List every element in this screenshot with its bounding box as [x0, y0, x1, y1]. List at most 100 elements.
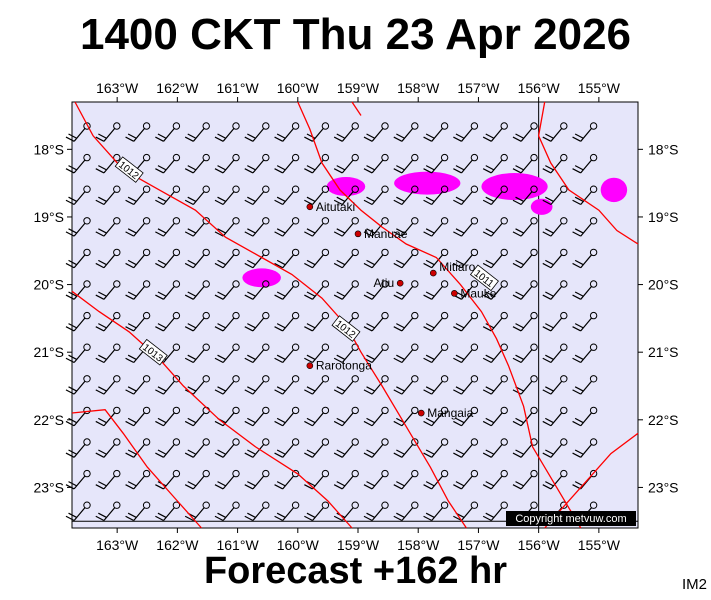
- barb-feather: [393, 389, 403, 395]
- wind-barb: [184, 153, 210, 174]
- barb-feather: [482, 389, 492, 395]
- barb-shaft: [490, 191, 503, 205]
- barb-shaft: [371, 159, 384, 174]
- barb-feather: [512, 262, 522, 269]
- barb-shaft: [461, 317, 473, 332]
- barb-shaft: [133, 412, 146, 427]
- barb-shaft: [520, 127, 533, 142]
- barb-station: [232, 153, 240, 162]
- barb-station: [530, 438, 538, 446]
- barb-station: [321, 153, 330, 162]
- barb-station: [500, 501, 508, 509]
- barb-feather: [217, 512, 226, 518]
- barb-shaft: [580, 317, 593, 332]
- barb-feather: [515, 165, 524, 171]
- wind-barb: [244, 217, 270, 237]
- barb-station: [202, 280, 210, 288]
- barb-shaft: [312, 317, 324, 332]
- barb-shaft: [282, 222, 295, 237]
- barb-shaft: [163, 254, 175, 269]
- wind-barb: [274, 248, 300, 269]
- barb-feather: [363, 294, 373, 300]
- barb-feather: [127, 386, 137, 392]
- barb-station: [232, 248, 240, 257]
- barb-feather: [515, 417, 524, 424]
- barb-feather: [425, 386, 435, 392]
- barb-shaft: [192, 380, 205, 395]
- barb-station: [113, 375, 121, 383]
- place-dot: [429, 269, 437, 277]
- barb-feather: [366, 228, 375, 234]
- barb-shaft: [431, 349, 444, 363]
- barb-feather: [247, 259, 256, 266]
- barb-shaft: [431, 507, 444, 521]
- barb-feather: [274, 231, 284, 237]
- barb-station: [500, 375, 508, 383]
- barb-feather: [423, 294, 433, 300]
- place-dot: [306, 362, 314, 370]
- barb-feather: [127, 259, 137, 266]
- barb-shaft: [252, 349, 265, 363]
- isobar-line: [351, 101, 362, 116]
- barb-feather: [304, 231, 313, 237]
- barb-shaft: [222, 254, 235, 269]
- barb-shaft: [73, 507, 86, 521]
- barb-shaft: [371, 285, 384, 300]
- wind-barb: [304, 469, 330, 490]
- barb-station: [470, 217, 479, 225]
- isobar-label-box: [114, 156, 144, 183]
- barb-feather: [572, 294, 582, 300]
- barb-shaft: [73, 159, 86, 174]
- barb-station: [172, 343, 181, 351]
- wind-barb: [512, 438, 538, 458]
- barb-feather: [482, 420, 492, 427]
- barb-shaft: [401, 317, 414, 332]
- barb-shaft: [401, 191, 414, 205]
- barb-station: [500, 343, 508, 351]
- barb-feather: [274, 389, 284, 395]
- barb-feather: [545, 196, 554, 202]
- barb-shaft: [192, 159, 205, 174]
- barb-station: [530, 153, 538, 162]
- barb-station: [411, 185, 419, 193]
- barb-shaft: [103, 443, 116, 458]
- barb-feather: [572, 231, 582, 237]
- barb-shaft: [282, 254, 295, 269]
- barb-shaft: [520, 159, 533, 174]
- barb-shaft: [550, 254, 563, 269]
- wind-barb: [363, 469, 389, 490]
- barb-feather: [65, 484, 75, 490]
- barb-feather: [423, 420, 433, 427]
- wind-barb: [542, 122, 568, 142]
- barb-feather: [127, 417, 137, 424]
- wind-barb: [333, 248, 359, 269]
- barb-feather: [65, 452, 75, 458]
- barb-feather: [157, 133, 167, 139]
- barb-feather: [333, 199, 343, 206]
- barb-feather: [482, 484, 492, 490]
- wind-barb: [184, 438, 210, 458]
- wind-barb: [244, 185, 270, 206]
- barb-feather: [304, 515, 313, 522]
- barb-feather: [68, 165, 77, 171]
- barb-shaft: [192, 191, 205, 205]
- barb-feather: [545, 133, 554, 139]
- barb-feather: [157, 291, 167, 297]
- barb-feather: [184, 231, 194, 237]
- barb-feather: [65, 357, 75, 364]
- barb-feather: [306, 165, 316, 171]
- barb-shaft: [222, 285, 235, 300]
- barb-feather: [393, 262, 403, 269]
- barb-feather: [396, 196, 405, 202]
- barb-feather: [333, 484, 343, 490]
- barb-station: [381, 122, 389, 130]
- lon-label-top: 156°W: [518, 80, 561, 96]
- barb-feather: [184, 357, 194, 364]
- barb-feather: [512, 231, 522, 237]
- barb-shaft: [341, 349, 354, 363]
- barb-feather: [542, 168, 552, 174]
- barb-feather: [515, 449, 524, 455]
- barb-station: [589, 153, 598, 162]
- barb-feather: [453, 262, 462, 269]
- barb-feather: [336, 165, 346, 171]
